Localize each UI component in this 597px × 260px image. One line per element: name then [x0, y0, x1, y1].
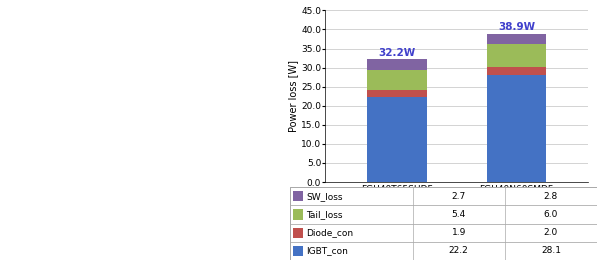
- Bar: [487, 44, 546, 67]
- Text: 38.9W: 38.9W: [498, 22, 535, 32]
- Bar: [293, 210, 303, 219]
- Text: 2.0: 2.0: [544, 228, 558, 237]
- Text: IGBT_con: IGBT_con: [306, 246, 348, 255]
- Bar: [290, 205, 597, 224]
- Bar: [293, 246, 303, 256]
- Text: SW_loss: SW_loss: [306, 192, 343, 201]
- Text: Diode_con: Diode_con: [306, 228, 353, 237]
- Text: 5.4: 5.4: [451, 210, 466, 219]
- Text: 22.2: 22.2: [449, 246, 469, 255]
- Text: Tail_loss: Tail_loss: [306, 210, 343, 219]
- Text: 2.7: 2.7: [451, 192, 466, 201]
- Bar: [487, 34, 546, 44]
- Text: 1.9: 1.9: [451, 228, 466, 237]
- Bar: [367, 90, 427, 97]
- Bar: [290, 242, 597, 260]
- Bar: [293, 191, 303, 201]
- Bar: [293, 228, 303, 238]
- Text: 32.2W: 32.2W: [378, 48, 416, 58]
- Bar: [290, 187, 597, 205]
- Bar: [367, 59, 427, 69]
- Bar: [487, 75, 546, 182]
- Y-axis label: Power loss [W]: Power loss [W]: [288, 60, 298, 132]
- Text: 28.1: 28.1: [541, 246, 561, 255]
- Bar: [367, 69, 427, 90]
- Bar: [367, 97, 427, 182]
- Text: 6.0: 6.0: [544, 210, 558, 219]
- Text: 2.8: 2.8: [544, 192, 558, 201]
- Bar: [290, 224, 597, 242]
- Bar: [487, 67, 546, 75]
